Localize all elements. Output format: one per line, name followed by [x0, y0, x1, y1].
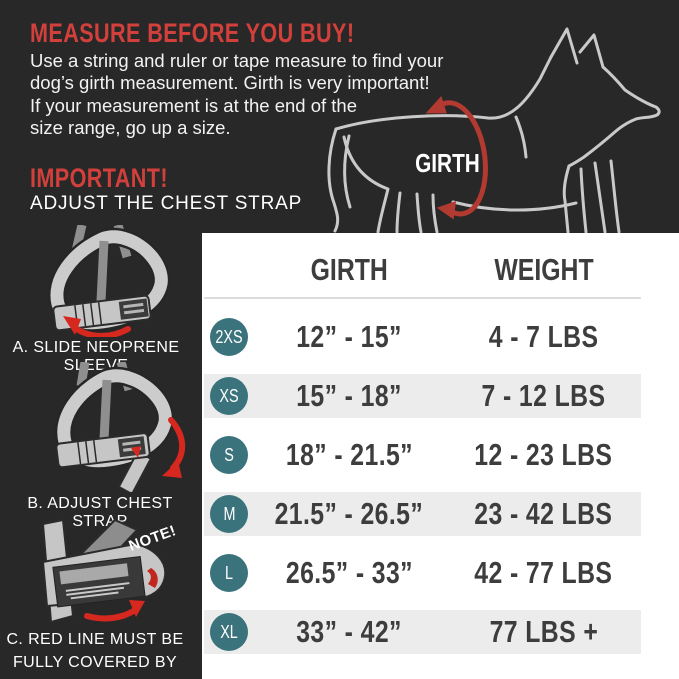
- weight-value: 42 - 77 LBS: [474, 555, 613, 590]
- step-c-caption-line-2: FULLY COVERED BY VELCRO: [12, 654, 178, 679]
- size-badge-xs: XS: [210, 377, 248, 415]
- important-title-text: IMPORTANT!: [30, 163, 168, 193]
- size-badge-s: S: [210, 436, 248, 474]
- table-row-m: M 21.5” - 26.5” 23 - 42 LBS: [204, 492, 641, 536]
- size-badge-xl: XL: [210, 613, 248, 651]
- red-arrow-icon: [63, 316, 131, 337]
- weight-value: 4 - 7 LBS: [488, 319, 599, 354]
- dog-girth-label: GIRTH: [414, 148, 480, 178]
- weight-value: 7 - 12 LBS: [481, 378, 606, 413]
- table-row-s: S 18” - 21.5” 12 - 23 LBS: [204, 433, 641, 477]
- size-badge-2xs: 2XS: [210, 318, 248, 356]
- weight-value: 77 LBS +: [489, 614, 599, 649]
- intro-line-4: size range, go up a size.: [30, 117, 231, 139]
- size-chart-rows: 2XS 12” - 15” 4 - 7 LBS XS 15” - 18” 7 -…: [204, 315, 641, 654]
- size-chart-header-row: GIRTH WEIGHT: [204, 247, 641, 293]
- size-chart-panel: GIRTH WEIGHT 2XS 12” - 15” 4 - 7 LBS XS …: [202, 233, 679, 679]
- table-row-l: L 26.5” - 33” 42 - 77 LBS: [204, 551, 641, 595]
- red-line-mark: [147, 568, 158, 588]
- velcro-label-patch: [52, 555, 146, 608]
- important-subtitle: ADJUST THE CHEST STRAP: [30, 193, 303, 214]
- girth-value: 21.5” - 26.5”: [274, 496, 424, 531]
- girth-column-header: GIRTH: [310, 252, 388, 287]
- step-c-caption-line-1: C. RED LINE MUST BE: [6, 631, 184, 648]
- harness-step-a-illustration: [47, 225, 171, 337]
- table-row-xs: XS 15” - 18” 7 - 12 LBS: [204, 374, 641, 418]
- girth-circle-icon: [425, 96, 488, 220]
- measure-title: MEASURE BEFORE YOU BUY!: [30, 18, 436, 49]
- weight-value: 12 - 23 LBS: [474, 437, 613, 472]
- girth-value: 18” - 21.5”: [285, 437, 413, 472]
- dog-body-lines: [327, 27, 661, 234]
- table-row-2xs: 2XS 12” - 15” 4 - 7 LBS: [204, 315, 641, 359]
- red-line-mark: [131, 446, 141, 458]
- intro-line-1: Use a string and ruler or tape measure t…: [30, 50, 444, 71]
- important-title: IMPORTANT!: [30, 163, 202, 194]
- header-divider: [204, 297, 641, 299]
- harness-step-c-illustration: [41, 518, 167, 624]
- intro-line-3: If your measurement is at the end of the: [30, 94, 358, 116]
- girth-value: 26.5” - 33”: [285, 555, 413, 590]
- size-badge-m: M: [210, 495, 248, 533]
- dog-outline-illustration: [327, 27, 661, 234]
- red-arrow-icon: [162, 417, 186, 478]
- intro-paragraph: Use a string and ruler or tape measure t…: [30, 50, 443, 140]
- weight-value: 23 - 42 LBS: [474, 496, 613, 531]
- table-row-xl: XL 33” - 42” 77 LBS +: [204, 610, 641, 654]
- size-chart-table: GIRTH WEIGHT 2XS 12” - 15” 4 - 7 LBS XS …: [204, 247, 641, 654]
- girth-value: 12” - 15”: [296, 319, 403, 354]
- harness-step-b-illustration: [54, 362, 186, 492]
- girth-value: 15” - 18”: [296, 378, 403, 413]
- girth-value: 33” - 42”: [296, 614, 403, 649]
- weight-column-header: WEIGHT: [494, 252, 594, 287]
- size-badge-l: L: [210, 554, 248, 592]
- intro-line-2: dog’s girth measurement. Girth is very i…: [30, 72, 430, 94]
- red-arrow-icon: [84, 600, 145, 622]
- step-c-caption: C. RED LINE MUST BE FULLY COVERED BY VEL…: [0, 628, 190, 679]
- neoprene-sleeve: [52, 294, 152, 332]
- measure-title-text: MEASURE BEFORE YOU BUY!: [30, 18, 355, 48]
